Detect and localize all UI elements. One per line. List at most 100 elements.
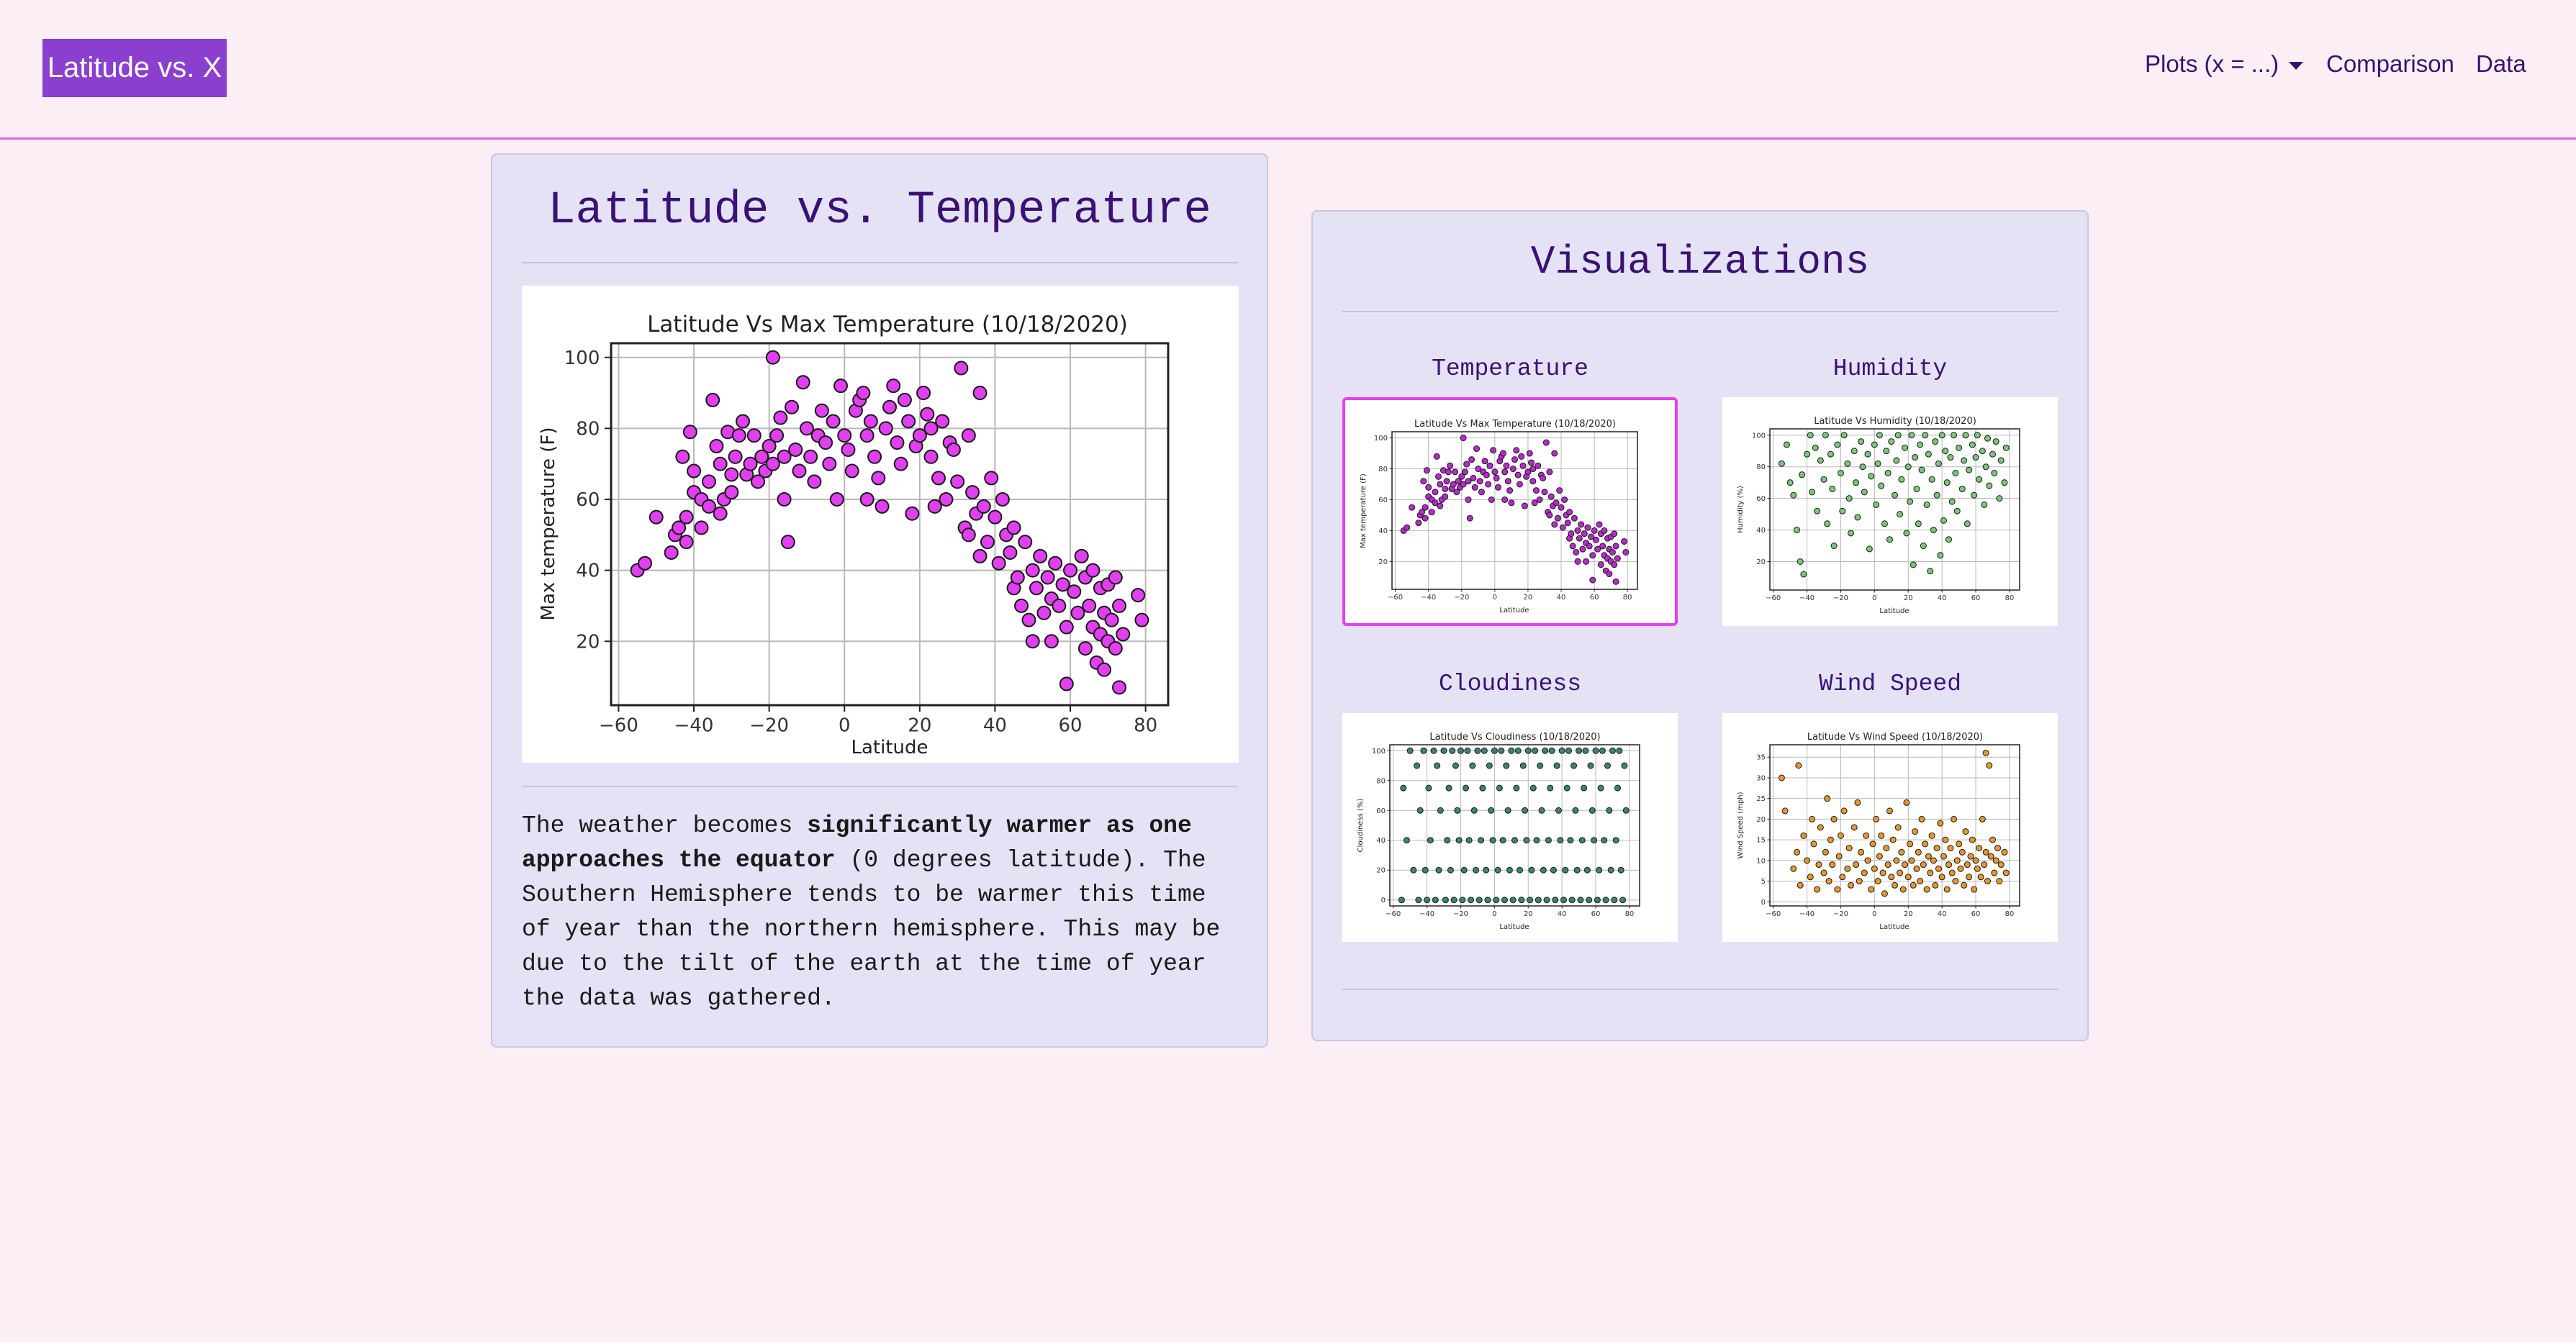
x-tick-label: 40 bbox=[1938, 910, 1947, 918]
data-point bbox=[1562, 866, 1569, 874]
data-point bbox=[1422, 504, 1429, 511]
data-point bbox=[882, 399, 897, 414]
data-point bbox=[1822, 848, 1829, 856]
data-point bbox=[1612, 543, 1619, 550]
data-point bbox=[980, 535, 995, 550]
data-point bbox=[1473, 445, 1481, 453]
data-point bbox=[1621, 538, 1628, 545]
thumb-humidity[interactable]: Latitude Vs Humidity (10/18/2020) −60 −40… bbox=[1722, 397, 2058, 626]
thumb-wind-speed[interactable]: Latitude Vs Wind Speed (10/18/2020) −60 −… bbox=[1722, 713, 2058, 942]
data-point bbox=[1568, 530, 1575, 538]
data-point bbox=[1449, 747, 1456, 754]
data-point bbox=[1025, 634, 1040, 649]
data-point bbox=[1537, 762, 1544, 769]
data-point bbox=[1814, 507, 1821, 514]
data-point bbox=[1945, 861, 1953, 869]
data-point bbox=[1963, 520, 1971, 527]
data-point bbox=[1858, 438, 1865, 445]
comparison-link[interactable]: Comparison bbox=[2326, 50, 2454, 77]
y-tick-label: 80 bbox=[576, 418, 600, 440]
description-text: (0 degrees latitude). The Southern Hemis… bbox=[522, 847, 1221, 1012]
x-axis-label: Latitude bbox=[851, 737, 928, 758]
data-point bbox=[961, 527, 976, 543]
data-point bbox=[1583, 866, 1591, 874]
data-point bbox=[1839, 507, 1846, 514]
x-tick-label: −60 bbox=[599, 715, 638, 736]
data-point bbox=[2002, 444, 2010, 451]
data-point bbox=[1904, 874, 1912, 881]
data-point bbox=[1476, 478, 1483, 485]
data-point bbox=[1588, 807, 1596, 814]
data-point bbox=[1499, 837, 1506, 844]
data-link[interactable]: Data bbox=[2476, 50, 2526, 77]
data-point bbox=[939, 491, 954, 507]
data-point bbox=[1804, 450, 1811, 458]
data-point bbox=[886, 378, 901, 394]
data-point bbox=[1947, 845, 1954, 852]
data-point bbox=[1097, 662, 1112, 677]
data-point bbox=[777, 449, 792, 464]
data-point bbox=[1519, 762, 1527, 769]
data-point bbox=[1830, 543, 1838, 550]
data-point bbox=[1464, 747, 1471, 754]
data-point bbox=[1850, 824, 1858, 831]
y-tick-label: 100 bbox=[1752, 432, 1766, 440]
data-point bbox=[1447, 462, 1454, 469]
y-tick-label: 60 bbox=[1756, 495, 1766, 503]
data-point bbox=[1868, 886, 1875, 893]
data-point bbox=[1606, 807, 1613, 814]
data-point bbox=[713, 456, 728, 471]
brand-link[interactable]: Latitude vs. X bbox=[42, 39, 227, 97]
thumb-cloudiness[interactable]: Latitude Vs Cloudiness (10/18/2020) −60 −… bbox=[1342, 713, 1678, 942]
data-point bbox=[1886, 807, 1893, 815]
data-point bbox=[912, 428, 927, 443]
thumb-temperature[interactable]: Latitude Vs Max Temperature (10/18/2020)… bbox=[1342, 397, 1678, 626]
data-point bbox=[1616, 747, 1623, 754]
data-point bbox=[1599, 747, 1606, 754]
data-point bbox=[1513, 784, 1520, 792]
data-point bbox=[1994, 845, 2002, 852]
data-point bbox=[1414, 762, 1421, 769]
data-point bbox=[1953, 507, 1961, 514]
data-point bbox=[1403, 837, 1410, 844]
data-point bbox=[833, 378, 849, 394]
data-point bbox=[1574, 527, 1581, 534]
data-point bbox=[1473, 866, 1480, 874]
data-point bbox=[950, 474, 965, 489]
thumb-x-label: Latitude bbox=[1879, 923, 1909, 931]
data-point bbox=[1398, 897, 1405, 904]
data-point bbox=[1528, 866, 1535, 874]
data-point bbox=[984, 471, 999, 486]
x-tick-label: −60 bbox=[1386, 910, 1401, 918]
plots-dropdown[interactable]: Plots (x = ...) bbox=[2145, 50, 2304, 78]
thumb-label-cloudiness: Cloudiness bbox=[1438, 671, 1582, 697]
data-point bbox=[1933, 491, 1940, 499]
data-point bbox=[1509, 897, 1517, 904]
y-tick-label: 80 bbox=[1756, 463, 1766, 471]
y-tick-label: 60 bbox=[576, 489, 600, 511]
data-point bbox=[1864, 857, 1871, 864]
data-point bbox=[1786, 479, 1794, 486]
data-point bbox=[765, 350, 780, 365]
data-point bbox=[795, 375, 810, 390]
data-point bbox=[694, 520, 709, 535]
data-point bbox=[1546, 468, 1553, 476]
data-point bbox=[1820, 869, 1827, 876]
y-tick-label: 0 bbox=[1761, 899, 1766, 907]
data-point bbox=[1070, 605, 1085, 620]
data-point bbox=[1553, 762, 1560, 769]
x-tick-label: 40 bbox=[1557, 594, 1566, 602]
data-point bbox=[743, 456, 758, 471]
data-point bbox=[701, 474, 716, 489]
data-point bbox=[1584, 524, 1591, 531]
data-point bbox=[754, 449, 769, 464]
data-point bbox=[1483, 866, 1490, 874]
data-point bbox=[1538, 807, 1545, 814]
main-card: Latitude vs. Temperature Latitude Vs Max… bbox=[491, 153, 1268, 1048]
data-point bbox=[1498, 747, 1505, 754]
data-point bbox=[1619, 897, 1627, 904]
y-tick-label: 15 bbox=[1756, 837, 1766, 845]
data-point bbox=[995, 491, 1010, 507]
data-point bbox=[1571, 762, 1578, 769]
data-point bbox=[901, 414, 916, 429]
